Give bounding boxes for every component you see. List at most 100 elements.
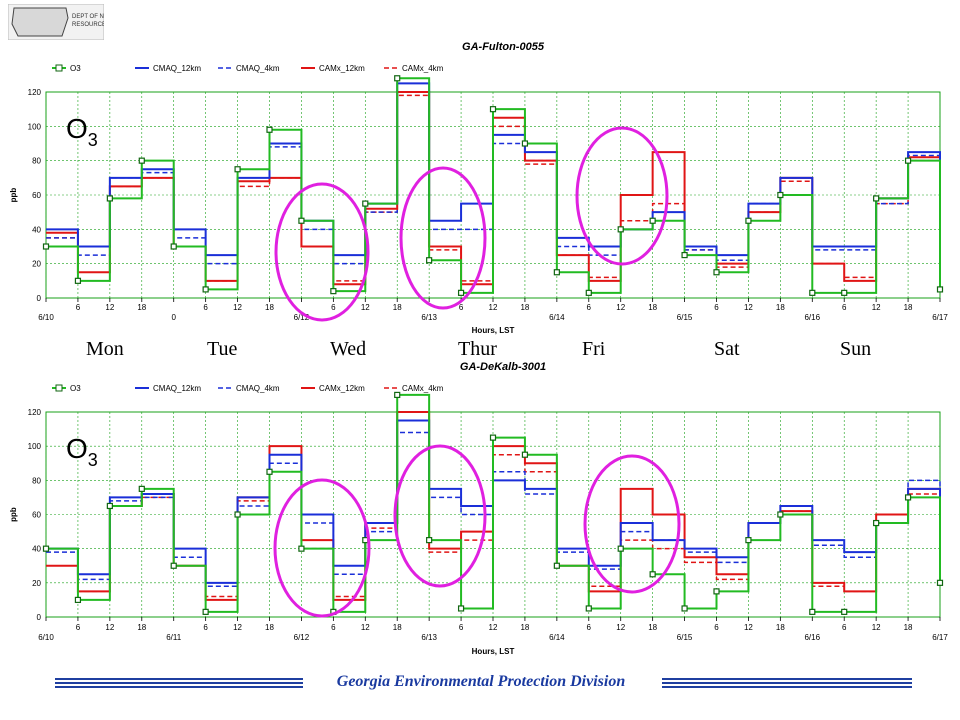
y-tick-label: 100 — [28, 122, 42, 131]
data-point-O3 — [170, 243, 177, 250]
x-tick-label: 6 — [76, 623, 81, 632]
data-point-O3 — [617, 545, 624, 552]
data-point-O3 — [170, 562, 177, 569]
data-point-O3 — [362, 200, 369, 207]
x-tick-label: 6/12 — [294, 313, 310, 322]
data-point-O3 — [904, 494, 912, 501]
legend-label-CAMx_12km: CAMx_12km — [319, 384, 365, 393]
highlight-ellipse — [399, 166, 487, 310]
data-point-O3 — [553, 269, 560, 276]
x-tick-label: 6/17 — [932, 313, 948, 322]
day-label-sun: Sun — [840, 338, 872, 360]
svg-text:DEPT OF NATURAL: DEPT OF NATURAL — [72, 14, 104, 20]
x-tick-label: 18 — [137, 623, 146, 632]
chart-title: GA-DeKalb-3001 — [460, 361, 546, 373]
legend-label-CMAQ_12km: CMAQ_12km — [153, 384, 201, 393]
data-point-O3 — [841, 289, 848, 296]
day-label-thur: Thur — [458, 338, 497, 360]
y-axis-label: ppb — [9, 188, 18, 203]
data-point-O3 — [873, 519, 880, 527]
legend-label-O3: O3 — [70, 384, 81, 393]
data-point-O3 — [649, 571, 656, 578]
x-tick-label: 18 — [265, 303, 274, 312]
data-point-O3 — [426, 257, 433, 264]
data-point-O3 — [617, 226, 624, 233]
x-tick-label: 12 — [489, 623, 498, 632]
x-tick-label: 18 — [904, 623, 913, 632]
y-axis-label: ppb — [9, 507, 18, 522]
x-tick-label: 12 — [105, 623, 114, 632]
data-point-O3 — [649, 217, 656, 224]
chart-title: GA-Fulton-0055 — [462, 41, 545, 53]
day-label-tue: Tue — [207, 338, 238, 360]
dnr-logo: DEPT OF NATURAL RESOURCES — [7, 3, 128, 41]
x-tick-label: 6/16 — [804, 633, 820, 642]
data-point-O3 — [745, 217, 752, 224]
highlight-ellipse — [393, 444, 487, 588]
series-line-O3 — [46, 393, 941, 613]
series-line-O3 — [46, 77, 941, 294]
x-tick-label: 6 — [842, 623, 847, 632]
x-tick-label: 6 — [203, 303, 208, 312]
data-point-O3 — [266, 468, 273, 475]
data-point-O3 — [106, 502, 113, 510]
x-tick-label: 6 — [459, 623, 464, 632]
x-tick-label: 18 — [776, 623, 785, 632]
x-tick-label: 12 — [872, 303, 881, 312]
x-tick-label: 12 — [361, 303, 370, 312]
x-tick-label: 12 — [616, 623, 625, 632]
data-point-O3 — [457, 289, 465, 296]
x-tick-label: 0 — [171, 313, 176, 322]
weekday-labels: Mon Tue Wed Thur Fri Sat Sun — [0, 336, 960, 364]
svg-text:RESOURCES: RESOURCES — [72, 22, 104, 28]
y-tick-label: 0 — [37, 294, 42, 303]
x-tick-label: 12 — [744, 303, 753, 312]
x-tick-label: 6/11 — [166, 633, 182, 642]
y-tick-label: 20 — [32, 579, 41, 588]
x-tick-label: 18 — [265, 623, 274, 632]
data-point-O3 — [330, 288, 337, 295]
y-tick-label: 60 — [32, 511, 41, 520]
data-point-O3 — [298, 217, 305, 224]
data-point-O3 — [234, 511, 241, 518]
highlight-ellipse — [273, 478, 371, 618]
day-label-wed: Wed — [330, 338, 367, 360]
o3-annotation: O3 — [66, 113, 98, 150]
x-tick-label: 18 — [137, 303, 146, 312]
data-point-O3 — [489, 106, 497, 113]
x-tick-label: 6 — [331, 303, 336, 312]
highlight-ellipse — [583, 454, 681, 594]
data-point-O3 — [521, 451, 529, 458]
data-point-O3 — [809, 289, 816, 296]
x-tick-label: 6 — [459, 303, 464, 312]
x-tick-label: 6/14 — [549, 633, 565, 642]
footer-banner: Georgia Environmental Protection Divisio… — [0, 672, 960, 694]
highlight-ellipse — [575, 126, 669, 266]
data-point-O3 — [904, 157, 912, 164]
footer-rule-left — [55, 678, 303, 688]
data-point-O3 — [873, 195, 880, 202]
data-point-O3 — [841, 608, 848, 615]
chart-panel-2: GA-DeKalb-3001 O3 CMAQ_12km CMAQ_4km CAMx_12… — [9, 361, 948, 656]
data-point-O3 — [202, 608, 209, 615]
x-tick-label: 6/13 — [421, 313, 437, 322]
footer-text: Georgia Environmental Protection Divisio… — [336, 673, 626, 690]
data-point-O3 — [106, 195, 113, 202]
y-tick-label: 80 — [32, 476, 41, 485]
x-tick-label: 6/16 — [804, 313, 820, 322]
x-tick-label: 18 — [393, 303, 402, 312]
legend-marker-O3 — [55, 64, 63, 72]
x-tick-label: 6/14 — [549, 313, 565, 322]
data-point-O3 — [489, 434, 497, 441]
legend-label-CMAQ_4km: CMAQ_4km — [236, 64, 280, 73]
data-point-O3 — [521, 140, 529, 147]
x-tick-label: 6 — [714, 623, 719, 632]
data-point-O3 — [585, 605, 592, 612]
x-tick-label: 6/10 — [38, 633, 54, 642]
data-point-O3 — [298, 545, 305, 552]
day-label-mon: Mon — [86, 338, 124, 360]
x-tick-label: 6/12 — [294, 633, 310, 642]
day-label-sat: Sat — [714, 338, 740, 360]
x-tick-label: 12 — [872, 623, 881, 632]
